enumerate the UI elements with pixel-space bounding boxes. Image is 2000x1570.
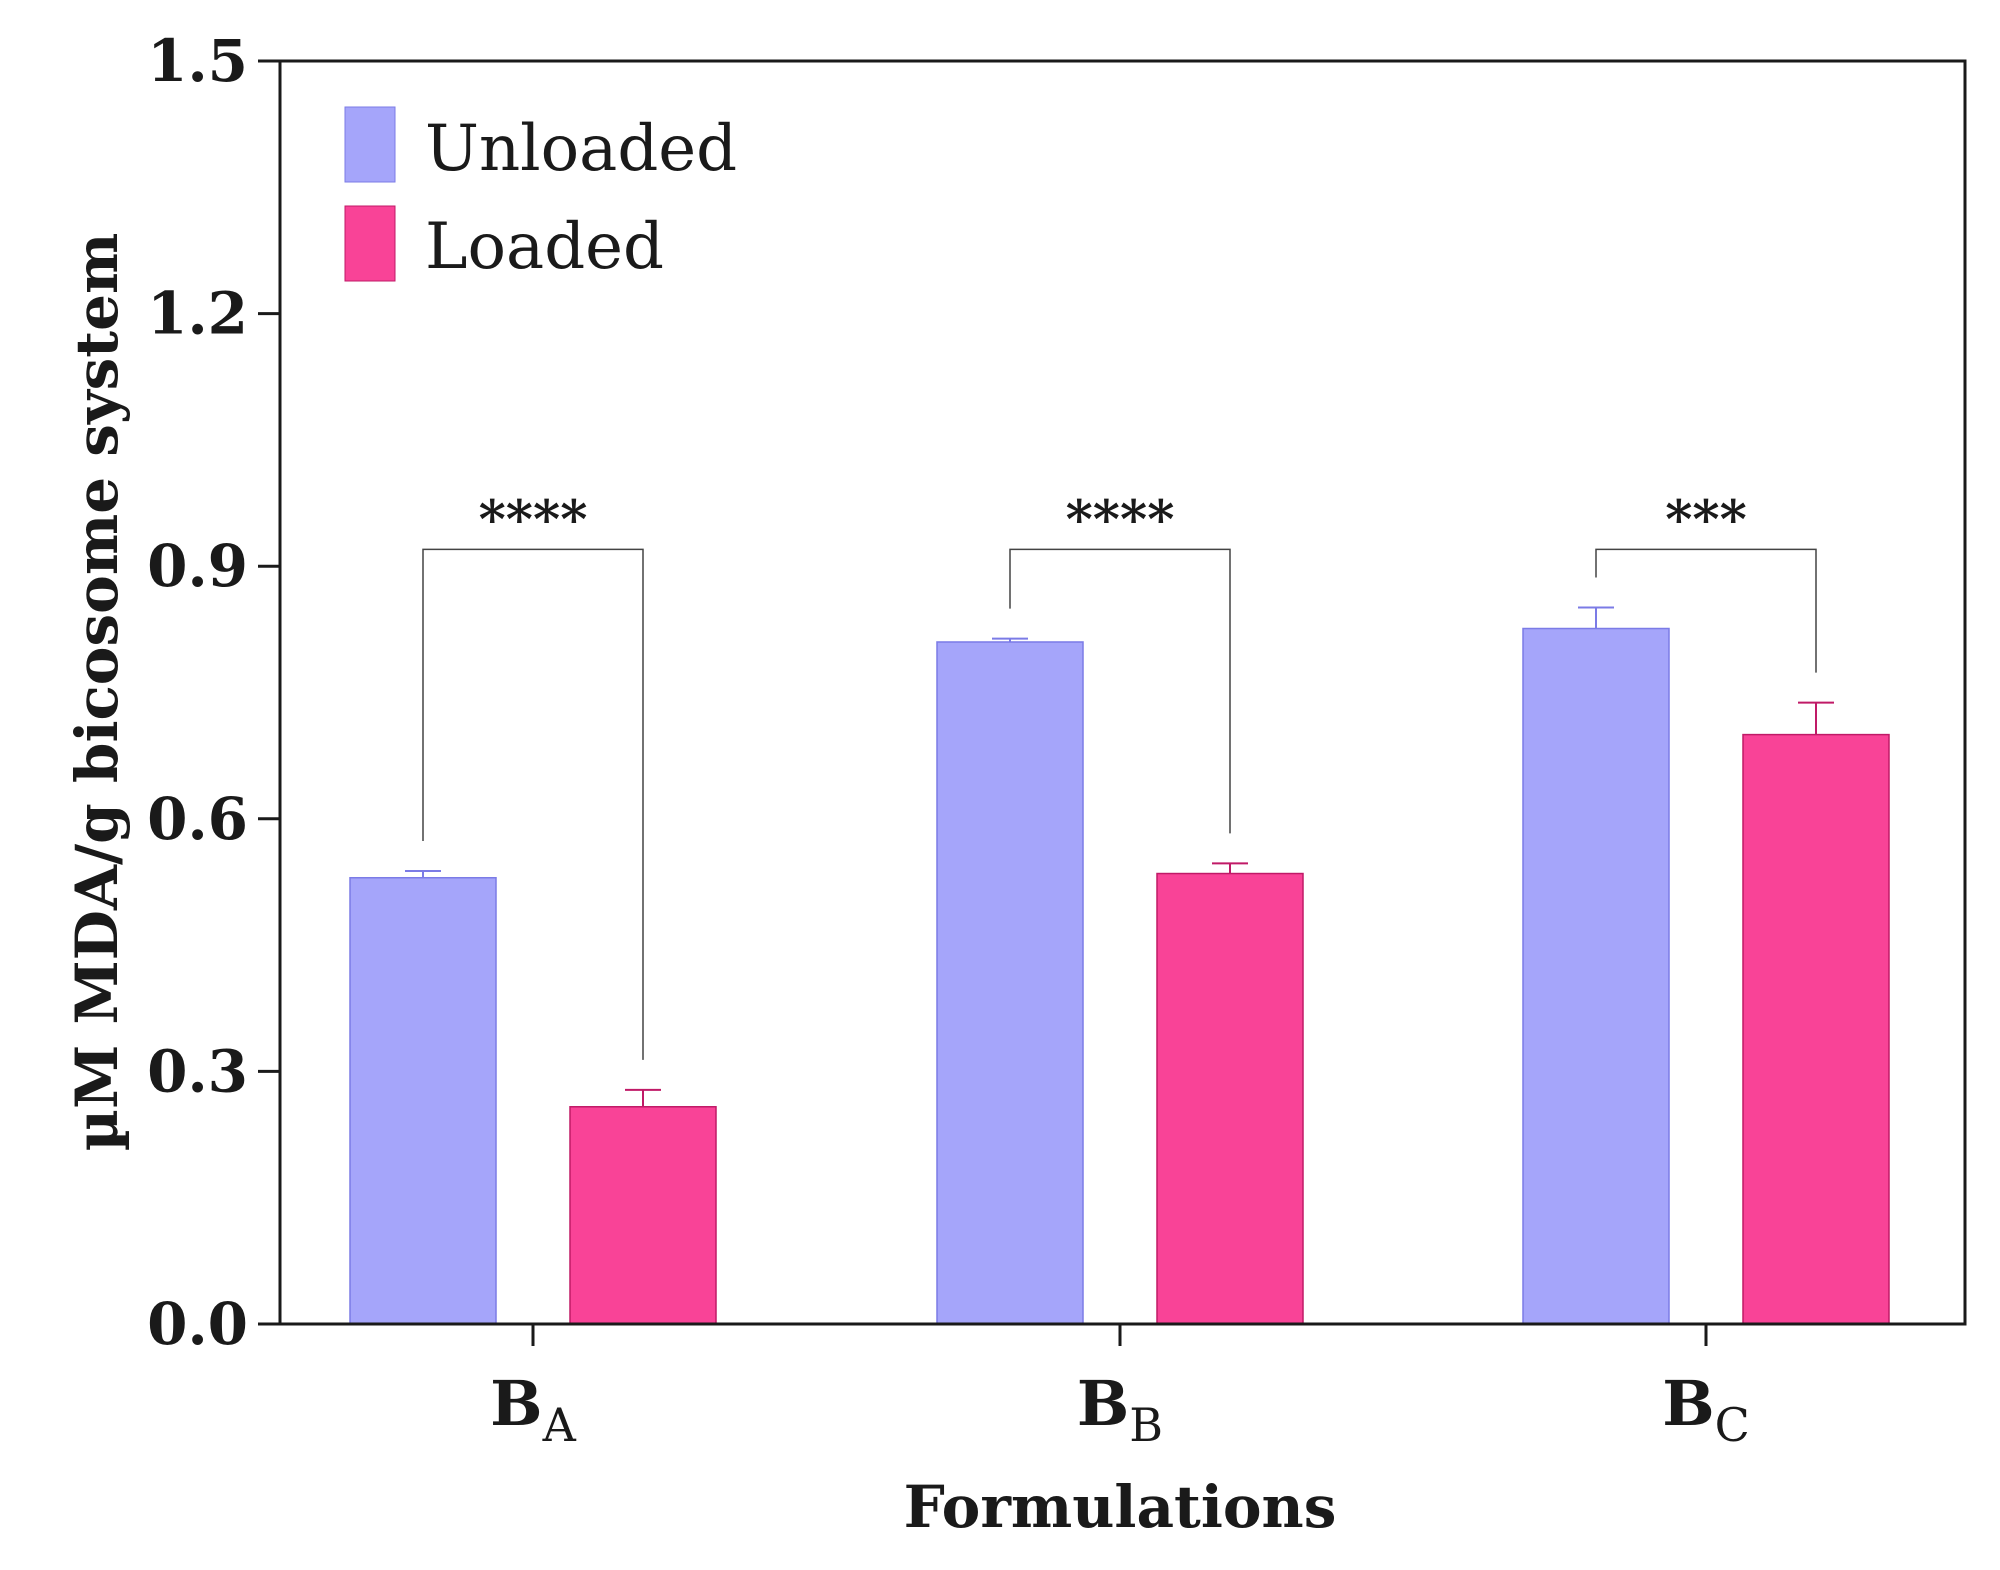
x-tick-label-sub-0: A [542,1398,577,1452]
legend: Unloaded Loaded [344,106,737,284]
x-tick-label-sub-2: C [1715,1398,1750,1452]
x-tick-label-sub-1: B [1129,1398,1163,1452]
legend-swatch-loaded [344,205,396,282]
legend-label-loaded: Loaded [425,210,664,284]
y-tick-label-3: 0.9 [147,532,248,600]
significance-label-0: **** [479,489,588,550]
chart-axes: 0.00.30.60.91.21.5BA BB BC [147,27,1750,1452]
significance-label-2: *** [1665,489,1747,550]
x-tick-label-main-2: B [1662,1367,1714,1440]
legend-label-unloaded: Unloaded [425,112,737,186]
y-tick-label-0: 0.0 [147,1290,248,1358]
significance-bracket-0 [422,548,644,1060]
y-tick-label-5: 1.5 [147,27,248,95]
significance-bracket-2 [1595,548,1817,673]
y-tick-label-1: 0.3 [147,1037,248,1105]
bar-loaded-1 [1156,872,1304,1325]
y-axis-label: µM MDA/g bicosome system [63,233,131,1152]
legend-swatch-unloaded [344,106,396,183]
significance-label-1: **** [1066,489,1175,550]
bar-unloaded-0 [349,876,497,1325]
significance-bracket-1 [1009,548,1231,834]
y-tick-label-2: 0.6 [147,785,248,853]
x-tick-label-0: BA [490,1367,576,1452]
x-tick-label-main-1: B [1077,1367,1129,1440]
x-tick-label-1: BB [1077,1367,1163,1452]
bar-unloaded-2 [1522,627,1670,1325]
x-axis-label: Formulations [904,1473,1337,1541]
x-tick-label-main-0: B [490,1367,542,1440]
bar-unloaded-1 [936,641,1084,1325]
plot-area-frame [278,59,1967,1326]
chart-marks: **** **** *** [349,489,1890,1325]
bar-loaded-2 [1742,733,1890,1325]
bar-loaded-0 [569,1106,717,1325]
x-tick-label-2: BC [1662,1367,1750,1452]
y-tick-label-4: 1.2 [147,280,248,348]
